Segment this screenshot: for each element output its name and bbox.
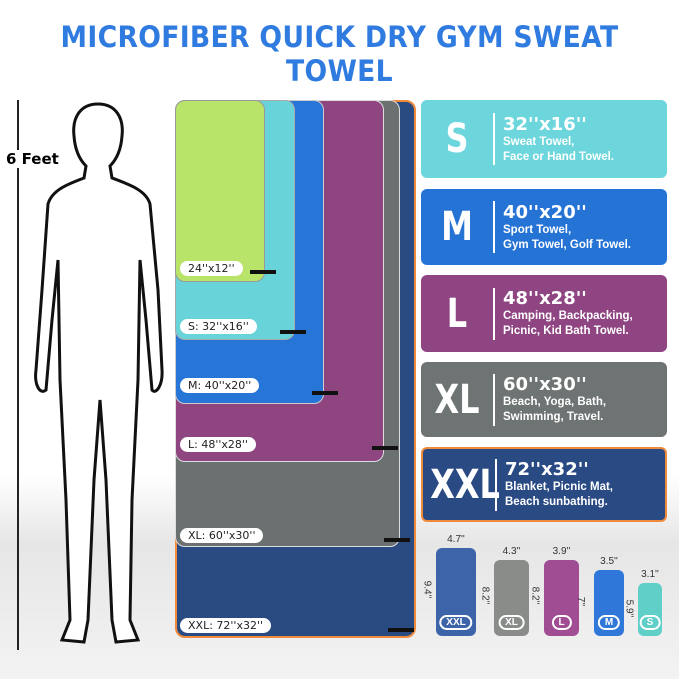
brand-tag [388,628,414,632]
size-use: Swimming, Travel. [503,411,604,423]
size-use: Gym Towel, Golf Towel. [503,238,631,251]
roll-height: 5.9'' [623,599,635,618]
roll-height: 8.2'' [529,586,541,605]
brand-tag [250,270,276,274]
rolled-towel-xxl: 4.7'' 9.4'' XXL [421,534,476,636]
towel-small [175,100,265,282]
roll-badge: XXL [439,615,473,630]
divider [493,201,495,253]
roll-badge: M [597,615,621,630]
roll-height: 9.4'' [421,580,433,599]
size-card-m: M 40''x20'' Sport Towel, Gym Towel, Golf T… [421,189,667,265]
towel-label-xl: XL: 60''x30'' [180,528,264,543]
size-use: Blanket, Picnic Mat, [505,481,614,493]
roll-width: 3.9'' [552,546,571,557]
size-dimensions: 72''x32'' [505,459,589,480]
brand-tag [280,330,306,334]
roll-badge: L [551,615,572,630]
divider [493,373,495,426]
roll-badge: S [639,615,661,630]
towel-label-s: S: 32''x16'' [180,319,257,334]
size-card-l: L 48''x28'' Camping, Backpacking, Picnic, … [421,275,667,352]
size-use: Picnic, Kid Bath Towel. [503,325,629,337]
size-letter: S [445,116,469,162]
towel-label-l: L: 48''x28'' [180,437,256,452]
page-title: MICROFIBER QUICK DRY GYM SWEAT TOWEL [60,20,619,88]
roll-width: 4.3'' [502,546,521,557]
towel-label-small: 24''x12'' [180,261,243,276]
size-letter: L [446,290,468,337]
rolled-towel-s: 3.1'' 5.9'' S [623,569,662,636]
towel-label-xxl: XXL: 72''x32'' [180,618,272,633]
size-card-xxl: XXL 72''x32'' Blanket, Picnic Mat, Beach s… [421,447,667,522]
person-silhouette [34,102,164,644]
height-label: 6 Feet [6,150,59,168]
roll-width: 4.7'' [447,534,465,545]
size-use: Sport Towel, [503,223,572,236]
towel-label-m: M: 40''x20'' [180,378,260,393]
roll-badge: XL [498,615,525,630]
roll-width: 3.5'' [600,556,618,567]
size-dimensions: 48''x28'' [503,288,587,309]
size-letter: XXL [430,461,500,508]
divider [493,113,495,165]
size-use: Face or Hand Towel. [503,150,614,163]
size-use: Camping, Backpacking, [503,310,633,322]
size-use: Beach, Yoga, Bath, [503,396,607,408]
roll-height: 7'' [575,596,587,607]
roll-height: 8.2'' [479,586,491,605]
divider [493,287,495,340]
rolled-towel-xl: 4.3'' 8.2'' XL [479,546,529,636]
size-dimensions: 40''x20'' [503,201,587,223]
size-letter: XL [434,376,480,423]
brand-tag [372,446,398,450]
divider [495,458,497,511]
roll-width: 3.1'' [641,569,659,580]
size-card-xl: XL 60''x30'' Beach, Yoga, Bath, Swimming, … [421,362,667,437]
roll-body [544,560,579,636]
size-dimensions: 32''x16'' [503,113,587,135]
size-letter: M [441,204,473,250]
size-use: Sweat Towel, [503,135,575,148]
rolled-towel-l: 3.9'' 8.2'' L [529,546,579,636]
brand-tag [384,538,410,542]
size-card-s: S 32''x16'' Sweat Towel, Face or Hand Towe… [421,100,667,178]
brand-tag [312,391,338,395]
size-dimensions: 60''x30'' [503,374,587,395]
height-ruler [17,100,19,650]
size-use: Beach sunbathing. [505,496,608,508]
rolled-towel-m: 3.5'' 7'' M [575,556,624,636]
